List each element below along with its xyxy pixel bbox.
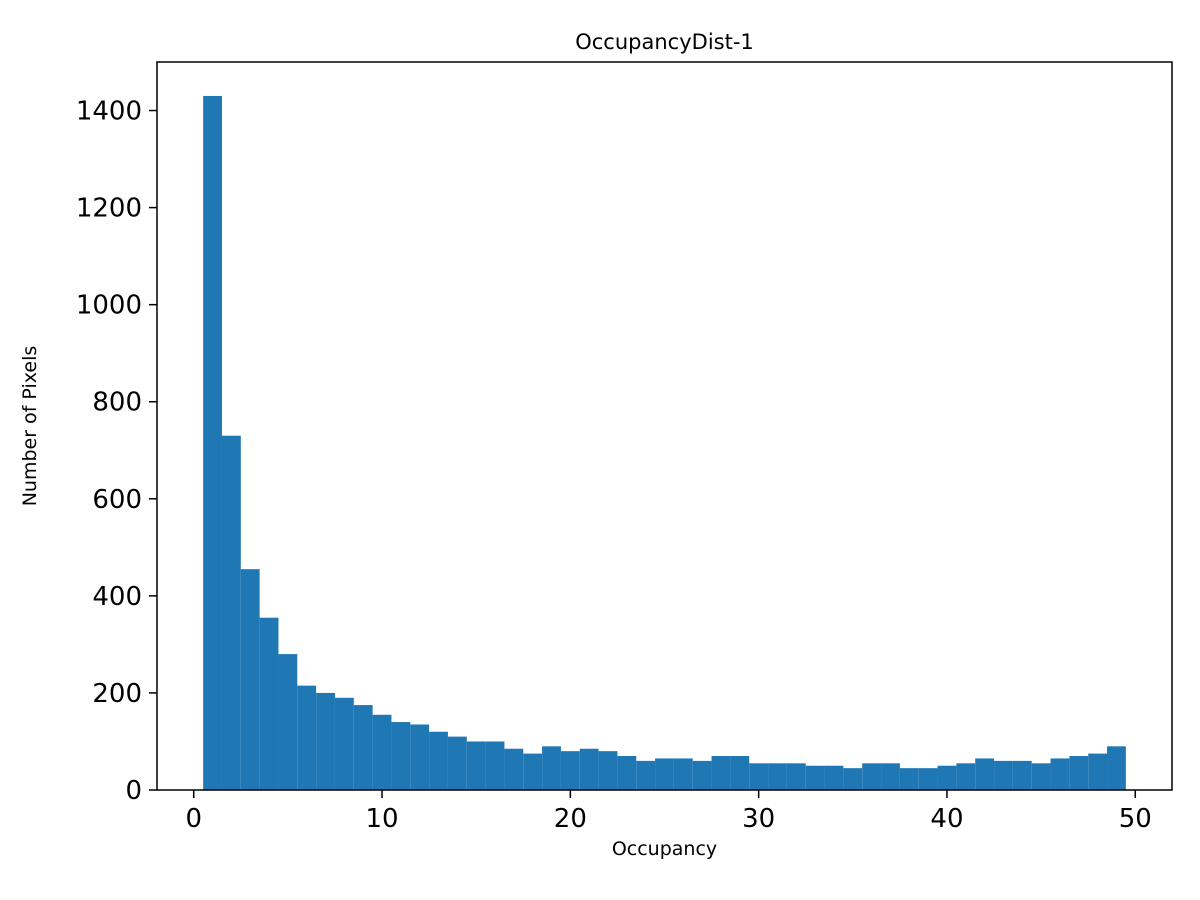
histogram-bar — [203, 95, 222, 791]
histogram-bar — [579, 748, 599, 790]
y-tick-label: 400 — [92, 582, 142, 612]
x-tick-label: 20 — [554, 804, 587, 834]
y-tick-label: 600 — [92, 485, 142, 515]
y-tick-label: 1000 — [76, 291, 142, 321]
y-tick-label: 1200 — [76, 194, 142, 224]
histogram-bar — [655, 758, 674, 790]
histogram-bar — [862, 763, 882, 790]
histogram-bar — [899, 768, 919, 790]
histogram-bar — [240, 569, 260, 790]
x-tick-label: 30 — [742, 804, 775, 834]
histogram-bar — [937, 765, 957, 790]
histogram-bar — [278, 654, 298, 790]
histogram-bar — [749, 763, 769, 790]
y-tick-label: 800 — [92, 388, 142, 418]
histogram-bar — [881, 763, 900, 790]
x-tick-label: 0 — [185, 804, 202, 834]
histogram-bar — [353, 705, 373, 790]
histogram-bar — [391, 722, 411, 790]
histogram-bar — [504, 748, 524, 790]
histogram-bar — [692, 760, 712, 790]
x-tick-label: 10 — [365, 804, 398, 834]
histogram-bar — [994, 760, 1013, 790]
x-tick-label: 50 — [1119, 804, 1152, 834]
histogram-bar — [1012, 760, 1032, 790]
chart-title: OccupancyDist-1 — [575, 30, 754, 54]
histogram-bar — [410, 724, 430, 790]
histogram-bar — [1088, 753, 1108, 790]
histogram-bar — [636, 760, 656, 790]
histogram-bar — [673, 758, 693, 790]
histogram-bar — [221, 435, 241, 790]
histogram-bar — [617, 756, 637, 790]
histogram-bar — [730, 756, 750, 790]
histogram-bar — [824, 765, 844, 790]
histogram-bar — [372, 714, 392, 790]
histogram-bar — [598, 751, 618, 790]
histogram-bar — [843, 768, 863, 790]
axes-spines — [156, 61, 1173, 791]
histogram-bar — [1107, 746, 1126, 790]
histogram-bar — [560, 751, 580, 790]
histogram-bar — [975, 758, 995, 790]
histogram-bar — [429, 731, 448, 790]
histogram-bar — [447, 736, 467, 790]
histogram-bar — [1069, 756, 1089, 790]
histogram-bar — [334, 697, 354, 790]
histogram-bar — [768, 763, 787, 790]
histogram-bar — [316, 692, 335, 790]
histogram-bar — [542, 746, 561, 790]
y-tick-label: 200 — [92, 679, 142, 709]
histogram-bar — [466, 741, 486, 790]
histogram-bar — [485, 741, 505, 790]
histogram-bar — [1050, 758, 1070, 790]
histogram-bar — [259, 617, 279, 790]
x-axis-label: Occupancy — [611, 838, 718, 860]
histogram-bar — [297, 685, 317, 790]
histogram-bar — [711, 756, 731, 790]
x-tick-label: 40 — [930, 804, 963, 834]
histogram-bar — [918, 768, 938, 790]
histogram-bar — [523, 753, 543, 790]
histogram-bar — [1031, 763, 1051, 790]
y-tick-label: 0 — [125, 776, 142, 806]
y-tick-label: 1400 — [76, 97, 142, 127]
histogram-bar — [786, 763, 806, 790]
histogram-bar — [805, 765, 825, 790]
histogram-bar — [956, 763, 976, 790]
